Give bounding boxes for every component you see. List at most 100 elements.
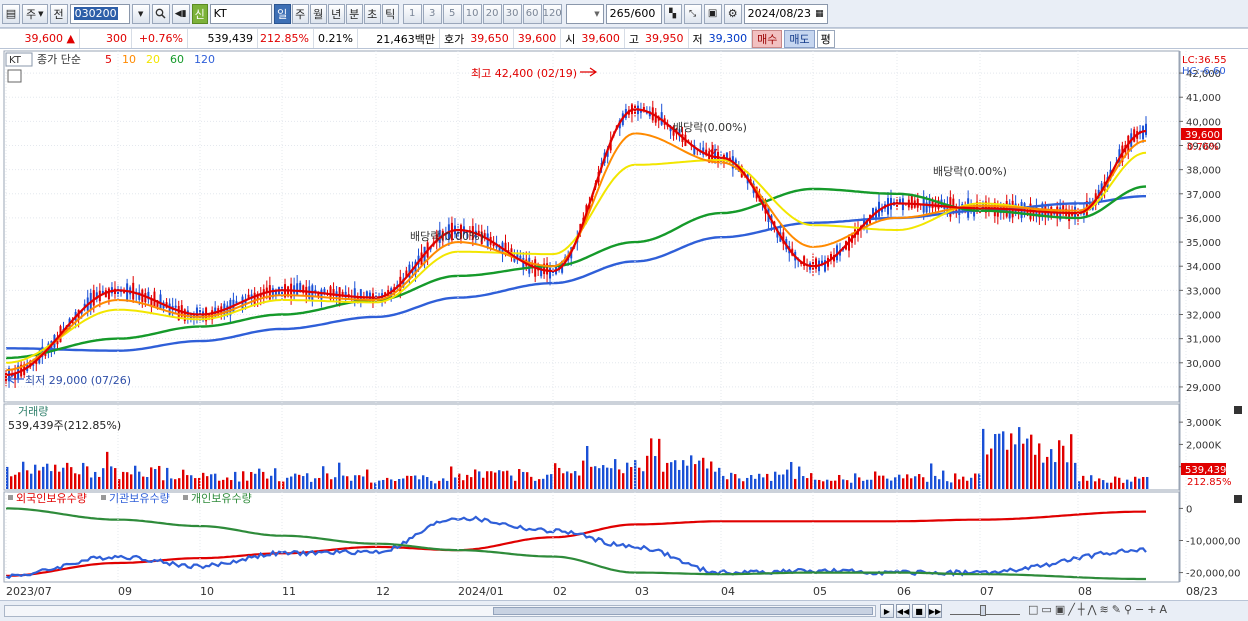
volume-bar [290, 476, 293, 489]
candle-body [693, 145, 696, 155]
date-input[interactable]: 2024/08/23 ▦ [743, 3, 828, 24]
zoom-out-icon[interactable]: − [1135, 603, 1145, 616]
prev-button[interactable]: 전 [49, 3, 68, 24]
ma-line-5 [5, 108, 1147, 376]
candle-body [480, 231, 483, 245]
candle-body [92, 290, 95, 306]
period-tab-2[interactable]: 월 [309, 3, 327, 24]
layout-icon[interactable]: ▚ [663, 3, 682, 24]
sell-button[interactable]: 매도 [784, 29, 815, 48]
volume-bar [890, 480, 893, 489]
volume-bar [870, 479, 873, 489]
candle-body [513, 256, 516, 262]
volume-bar [946, 481, 949, 489]
legend-marker [183, 495, 188, 500]
interval-button-6[interactable]: 60 [522, 3, 542, 24]
code-dropdown-icon[interactable]: ▼ [131, 3, 150, 24]
candle-body [138, 292, 141, 300]
pattern-icon[interactable]: ⋀ [1087, 603, 1097, 616]
table-icon[interactable] [7, 69, 22, 83]
interval-button-5[interactable]: 30 [502, 3, 522, 24]
chart-scrollbar[interactable] [4, 605, 876, 617]
candle-body [672, 126, 675, 136]
pen-icon[interactable]: ✎ [1111, 603, 1121, 616]
save-icon[interactable]: ▣ [703, 3, 722, 24]
volume-bar [738, 478, 741, 489]
period-tab-6[interactable]: 틱 [381, 3, 399, 24]
gear-icon[interactable]: ⚙ [723, 3, 742, 24]
interval-button-1[interactable]: 3 [422, 3, 442, 24]
volume-bar [302, 476, 305, 489]
period-tab-3[interactable]: 년 [327, 3, 345, 24]
fibonacci-icon[interactable]: ≋ [1099, 603, 1109, 616]
candle-body [299, 282, 302, 293]
layout-single-icon[interactable]: □ [1028, 603, 1039, 616]
volume-bar [66, 462, 69, 489]
interval-button-4[interactable]: 20 [482, 3, 502, 24]
bid-price: 39,600 [514, 29, 562, 48]
volume-info: 539,439주(212.85%) [8, 419, 121, 432]
volume-bar [1098, 478, 1101, 489]
interval-custom-input[interactable]: ▼ [565, 3, 604, 24]
interval-button-0[interactable]: 1 [402, 3, 422, 24]
candle-body [734, 159, 737, 164]
speaker-icon[interactable]: ◀▮ [171, 3, 190, 24]
search-icon[interactable] [151, 3, 170, 24]
candle-body [344, 291, 347, 298]
volume-bar [210, 474, 213, 489]
zoom-in-icon[interactable]: + [1147, 603, 1157, 616]
period-tab-1[interactable]: 주 [291, 3, 309, 24]
drawing-tool-icon[interactable]: ⤡ [683, 3, 702, 24]
volume-bar [674, 460, 677, 489]
volume-bar [678, 469, 681, 489]
volume-bar [594, 466, 597, 489]
count-input[interactable]: 265/600 [605, 3, 662, 24]
interval-button-3[interactable]: 10 [462, 3, 482, 24]
stock-name-field[interactable]: KT [209, 3, 272, 24]
layout-split-icon[interactable]: ▭ [1041, 603, 1052, 616]
evaluation-button[interactable]: 평 [816, 29, 835, 48]
holdings-panel-close-icon[interactable] [1234, 495, 1242, 503]
volume-bar [622, 473, 625, 489]
interval-button-7[interactable]: 120 [543, 3, 562, 24]
volume-bar [106, 451, 109, 489]
compare-icon[interactable]: ▣ [1054, 603, 1066, 616]
holdings-axis: 0 -10,000,00 -20,000,00 [1179, 504, 1241, 580]
period-select[interactable]: 주 ▼ [22, 3, 48, 24]
chart-area[interactable]: 42,000 41,000 40,000 39,000 38,000 37,000 36,0… [0, 49, 1248, 600]
stock-code-input[interactable]: 030200 [69, 3, 130, 24]
crosshair-icon[interactable]: ┼ [1077, 603, 1085, 616]
period-tab-4[interactable]: 분 [345, 3, 363, 24]
scrollbar-thumb[interactable] [493, 607, 873, 615]
line-tool-icon[interactable]: ╱ [1068, 603, 1075, 616]
volume-bar [830, 480, 833, 489]
candle-body [271, 288, 274, 298]
candle-body [507, 250, 510, 252]
volume-bar [530, 476, 533, 489]
volume-bar [542, 478, 545, 489]
fast-forward-icon[interactable]: ▶▶ [928, 604, 942, 618]
zoom-slider-handle[interactable] [980, 605, 986, 616]
buy-button[interactable]: 매수 [752, 29, 783, 48]
volume-bar [970, 477, 973, 489]
volume-bar [322, 466, 325, 489]
volume-bar [566, 471, 569, 489]
volume-bar [610, 468, 613, 489]
zoom-slider[interactable] [950, 605, 1020, 616]
interval-button-2[interactable]: 5 [442, 3, 462, 24]
period-tab-0[interactable]: 일 [273, 3, 291, 24]
menu-icon[interactable]: ▤ [2, 3, 20, 24]
candle-body [359, 289, 362, 301]
symbol-tag-box[interactable] [5, 52, 33, 67]
period-tab-5[interactable]: 초 [363, 3, 381, 24]
candle-body [492, 243, 495, 247]
quote-bar: 39,600 ▲ 300 +0.76% 539,439 212.85% 0.21… [0, 28, 1248, 49]
stop-icon[interactable]: ■ [912, 604, 926, 618]
magnifier-icon[interactable]: ⚲ [1123, 603, 1132, 616]
volume-panel-close-icon[interactable] [1234, 406, 1242, 414]
candle-body [408, 264, 411, 278]
font-size-icon[interactable]: A [1159, 603, 1167, 616]
scroll-right-icon[interactable]: ▶ [880, 604, 894, 618]
rewind-icon[interactable]: ◀◀ [896, 604, 910, 618]
candle-body [546, 263, 549, 275]
